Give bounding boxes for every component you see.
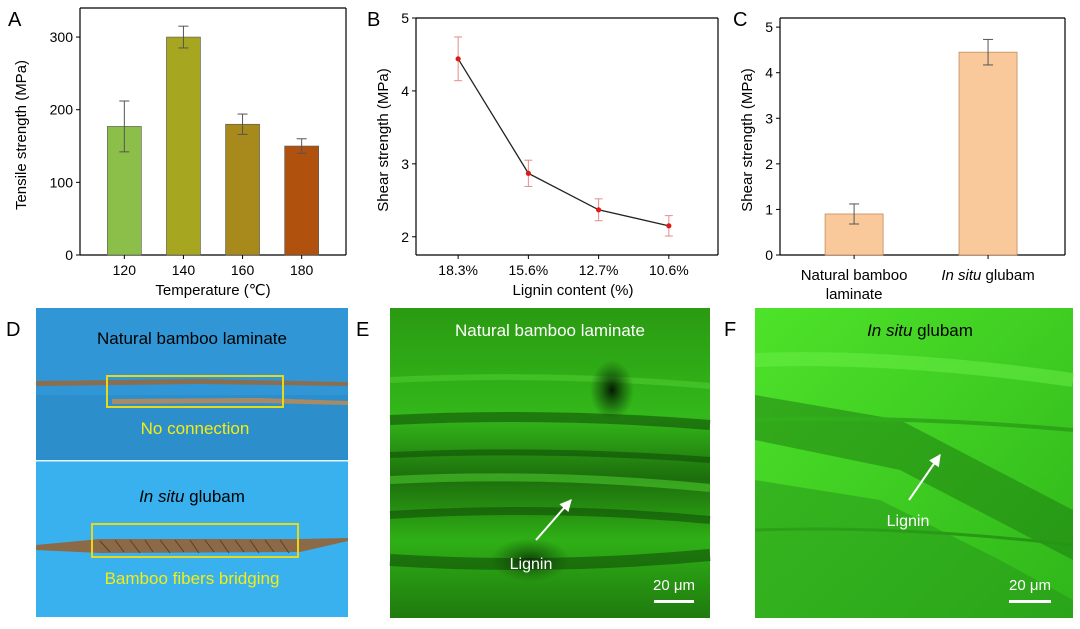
panel-label-e: E (356, 319, 369, 341)
photo-d-bottom-caption: Bamboo fibers bridging (105, 569, 280, 588)
data-point (666, 223, 672, 229)
micrograph-f-lignin-label: Lignin (887, 513, 930, 530)
y-tick-label: 0 (765, 247, 773, 263)
y-tick-label: 100 (50, 174, 74, 190)
x-tick-label: 140 (172, 262, 196, 278)
micrograph-f-scale-label: 20 μm (1009, 577, 1051, 594)
y-tick-label: 2 (765, 156, 773, 172)
photo-panel-e: E Natural bamboo laminate Lignin 20 μm (356, 308, 711, 618)
bridging-fibers (99, 539, 290, 554)
micrograph-e-scale-bar (654, 600, 694, 603)
x-tick-label: 120 (113, 262, 137, 278)
bar (958, 51, 1018, 256)
photo-panel-d: D Natural bamboo laminate No connection … (6, 308, 348, 617)
bar (166, 36, 201, 256)
y-tick-label: 4 (401, 83, 409, 99)
y-tick-label: 200 (50, 102, 74, 118)
x-tick-label: 10.6% (649, 262, 689, 278)
chart-a-ylabel: Tensile strength (MPa) (13, 60, 30, 210)
data-point (596, 207, 602, 213)
panel-label-d: D (6, 319, 20, 341)
chart-b-xlabel: Lignin content (%) (513, 282, 634, 299)
x-tick-label: 180 (290, 262, 314, 278)
x-category-label: In situ glubam (941, 267, 1034, 284)
y-tick-label: 4 (765, 65, 773, 81)
data-point (525, 170, 531, 176)
panel-label-c: C (733, 9, 747, 31)
micrograph-f-scale-bar (1009, 600, 1051, 603)
bar (225, 123, 260, 256)
y-tick-label: 1 (765, 201, 773, 217)
x-tick-label: 15.6% (509, 262, 549, 278)
x-category-label-rest: glubam (981, 267, 1034, 284)
y-tick-label: 2 (401, 229, 409, 245)
photo-d-bottom-title: In situ glubam (139, 487, 245, 506)
chart-c-ylabel: Shear strength (MPa) (739, 68, 756, 211)
bamboo-strip-upper (36, 379, 348, 386)
data-point (455, 56, 461, 62)
x-tick-label: 160 (231, 262, 255, 278)
y-tick-label: 5 (401, 10, 409, 26)
bridged-bamboo (36, 538, 348, 553)
bar (284, 145, 319, 256)
x-category-label: Natural bamboo (801, 267, 908, 284)
y-tick-label: 300 (50, 29, 74, 45)
dark-void (590, 360, 634, 420)
photo-d-bottom-background (36, 460, 348, 617)
dark-region (490, 538, 570, 582)
micrograph-e-scale-label: 20 μm (653, 577, 695, 594)
panel-label-f: F (724, 319, 736, 341)
x-category-label-italic: In situ (941, 267, 982, 284)
micrograph-f-title: In situ glubam (867, 321, 973, 340)
micrograph-e-title: Natural bamboo laminate (455, 321, 645, 340)
photo-d-divider (36, 460, 348, 462)
photo-d-top-shadow (36, 395, 348, 460)
panel-label-b: B (367, 9, 380, 31)
lignin-arrow-f (908, 454, 941, 501)
micrograph-e-lignin-label: Lignin (510, 556, 553, 573)
no-connection-frame (106, 375, 284, 408)
lignin-arrow-e (535, 499, 572, 541)
photo-panel-f: F In situ glubam Lignin 20 μm (724, 308, 1075, 618)
photo-d-top-caption: No connection (141, 419, 250, 438)
fiber-bridging-frame (91, 523, 299, 558)
chart-b: B 2 3 4 5 18.3% 15.6% 12.7% 10.6% Shear strengt… (367, 9, 719, 299)
chart-b-ylabel: Shear strength (MPa) (375, 68, 392, 211)
y-tick-label: 0 (65, 247, 73, 263)
chart-c: C 0 1 2 3 4 5 Natural bamboo laminate In situ gl… (733, 9, 1066, 303)
chart-a: A 0 100 200 300 120 140 160 180 Tensile strengt… (8, 7, 347, 299)
x-tick-label: 18.3% (438, 262, 478, 278)
photo-d-top-title: Natural bamboo laminate (97, 329, 287, 348)
y-tick-label: 3 (765, 110, 773, 126)
chart-a-xlabel: Temperature (℃) (155, 282, 270, 299)
panel-label-a: A (8, 9, 22, 31)
series-line (457, 58, 669, 227)
micrograph-e-texture (389, 374, 711, 570)
bamboo-strip-lower (112, 398, 348, 405)
y-tick-label: 5 (765, 19, 773, 35)
x-category-label: laminate (826, 286, 883, 303)
x-tick-label: 12.7% (579, 262, 619, 278)
micrograph-f-texture (754, 352, 1075, 618)
y-tick-label: 3 (401, 156, 409, 172)
